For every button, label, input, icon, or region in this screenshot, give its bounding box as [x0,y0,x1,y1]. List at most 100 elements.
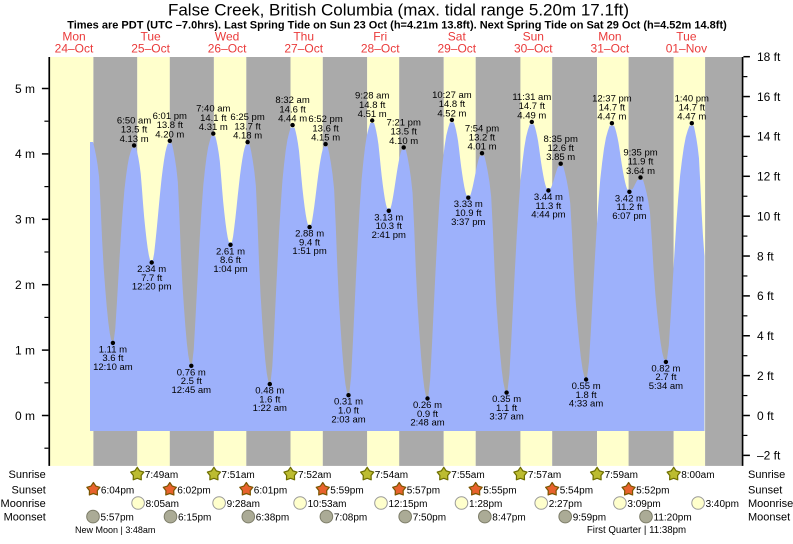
svg-text:29–Oct: 29–Oct [437,42,476,56]
svg-text:16 ft: 16 ft [757,90,781,104]
svg-text:14.8 ft: 14.8 ft [439,99,466,110]
svg-text:1:40 pm: 1:40 pm [675,93,709,104]
svg-text:2.34 m: 2.34 m [137,264,166,275]
svg-text:5:34 am: 5:34 am [649,381,683,392]
svg-text:Sunset: Sunset [12,484,46,496]
svg-text:2.7 ft: 2.7 ft [655,372,676,383]
svg-text:4:44 pm: 4:44 pm [531,210,565,221]
svg-text:1:51 pm: 1:51 pm [292,246,326,257]
svg-text:0.55 m: 0.55 m [572,381,601,392]
svg-text:4.18 m: 4.18 m [233,131,262,142]
svg-text:Sunset: Sunset [748,484,782,496]
svg-text:12.6 ft: 12.6 ft [547,143,574,154]
svg-text:12:10 am: 12:10 am [93,362,133,373]
svg-text:Wed: Wed [215,30,239,44]
svg-text:2.61 m: 2.61 m [216,246,245,257]
svg-text:Moonset: Moonset [748,512,790,524]
svg-text:–2 ft: –2 ft [757,449,781,463]
svg-text:4 m: 4 m [15,147,35,161]
svg-text:2.5 ft: 2.5 ft [181,376,202,387]
svg-text:5:52pm: 5:52pm [636,485,669,496]
svg-text:3.64 m: 3.64 m [626,166,655,177]
svg-text:0.82 m: 0.82 m [651,363,680,374]
svg-text:0.31 m: 0.31 m [334,397,363,408]
svg-text:1:04 pm: 1:04 pm [213,264,247,275]
svg-text:14 ft: 14 ft [757,130,781,144]
svg-text:3:37 pm: 3:37 pm [451,217,485,228]
svg-text:9:28 am: 9:28 am [355,91,389,102]
svg-text:4:33 am: 4:33 am [569,399,603,410]
svg-text:3:40pm: 3:40pm [706,499,739,510]
svg-text:6:52 pm: 6:52 pm [308,114,342,125]
svg-text:4.20 m: 4.20 m [155,129,184,140]
svg-text:Thu: Thu [293,30,314,44]
svg-text:24–Oct: 24–Oct [55,42,94,56]
svg-text:9:35 pm: 9:35 pm [623,148,657,159]
svg-text:5:55pm: 5:55pm [483,485,516,496]
svg-text:11.9 ft: 11.9 ft [628,157,654,168]
svg-text:28–Oct: 28–Oct [361,42,400,56]
svg-text:7:51am: 7:51am [221,470,254,481]
svg-text:3.85 m: 3.85 m [546,152,575,163]
svg-text:Moonrise: Moonrise [748,498,793,510]
svg-text:6:07 pm: 6:07 pm [612,211,646,222]
svg-text:8:47pm: 8:47pm [492,513,525,524]
svg-text:0.9 ft: 0.9 ft [417,409,438,420]
svg-text:0.26 m: 0.26 m [413,400,442,411]
svg-text:Moonrise: Moonrise [1,498,46,510]
svg-text:4 ft: 4 ft [757,329,774,343]
svg-text:7:54am: 7:54am [375,470,408,481]
svg-text:8:05am: 8:05am [146,499,179,510]
svg-text:4.49 m: 4.49 m [517,110,546,121]
svg-text:10 ft: 10 ft [757,210,781,224]
svg-text:13.6 ft: 13.6 ft [312,123,339,134]
svg-text:4.15 m: 4.15 m [311,133,340,144]
svg-text:7:08pm: 7:08pm [334,513,367,524]
svg-text:25–Oct: 25–Oct [131,42,170,56]
svg-text:10.9 ft: 10.9 ft [455,208,482,219]
svg-text:14.8 ft: 14.8 ft [359,100,386,111]
svg-text:11:31 am: 11:31 am [512,92,551,103]
svg-text:6:38pm: 6:38pm [256,513,289,524]
svg-text:New Moon | 3:48am: New Moon | 3:48am [75,525,155,535]
svg-text:7:21 pm: 7:21 pm [387,118,421,129]
svg-text:0.48 m: 0.48 m [255,386,284,397]
svg-text:1 m: 1 m [15,343,35,357]
svg-text:30–Oct: 30–Oct [514,42,553,56]
svg-text:Mon: Mon [62,30,85,44]
svg-text:4.47 m: 4.47 m [597,112,626,123]
svg-text:5:57pm: 5:57pm [407,485,440,496]
svg-text:Sat: Sat [448,30,467,44]
svg-text:First Quarter | 11:38pm: First Quarter | 11:38pm [587,525,686,536]
svg-text:3.42 m: 3.42 m [615,193,644,204]
svg-text:13.5 ft: 13.5 ft [121,125,148,136]
svg-text:5:54pm: 5:54pm [560,485,593,496]
svg-text:12 ft: 12 ft [757,170,781,184]
svg-text:4.01 m: 4.01 m [467,142,496,153]
svg-text:4.10 m: 4.10 m [389,136,418,147]
svg-text:8 ft: 8 ft [757,249,774,263]
svg-text:2:48 am: 2:48 am [410,418,444,429]
svg-text:8:00am: 8:00am [681,470,714,481]
svg-text:4.13 m: 4.13 m [120,134,149,145]
svg-text:14.6 ft: 14.6 ft [279,104,306,115]
svg-text:5:57pm: 5:57pm [101,513,134,524]
svg-text:10:27 am: 10:27 am [432,90,472,101]
svg-text:Sunrise: Sunrise [9,469,46,481]
svg-text:14.7 ft: 14.7 ft [519,101,546,112]
svg-text:13.5 ft: 13.5 ft [390,127,417,138]
svg-text:4.31 m: 4.31 m [199,122,228,133]
svg-text:1:22 am: 1:22 am [253,403,287,414]
svg-text:3.33 m: 3.33 m [454,199,483,210]
svg-text:0.35 m: 0.35 m [492,394,521,405]
svg-text:4.44 m: 4.44 m [278,114,307,125]
svg-text:6:01pm: 6:01pm [254,485,287,496]
svg-text:10:53am: 10:53am [308,499,347,510]
svg-text:7:59am: 7:59am [605,470,638,481]
svg-text:False Creek, British Columbia: False Creek, British Columbia (max. tida… [168,1,629,20]
svg-text:4.51 m: 4.51 m [358,109,387,120]
svg-text:6:02pm: 6:02pm [177,485,210,496]
svg-text:2 ft: 2 ft [757,369,774,383]
svg-text:13.2 ft: 13.2 ft [469,133,496,144]
svg-text:5:59pm: 5:59pm [330,485,363,496]
